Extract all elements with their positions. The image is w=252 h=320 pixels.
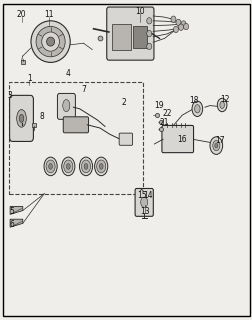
Text: 16: 16 xyxy=(177,135,186,144)
Text: 8: 8 xyxy=(39,112,44,121)
Ellipse shape xyxy=(66,164,70,169)
Ellipse shape xyxy=(214,143,217,148)
Text: 4: 4 xyxy=(66,69,71,78)
Bar xyxy=(9,82,142,194)
Text: 17: 17 xyxy=(214,136,224,145)
Text: 13: 13 xyxy=(140,207,150,216)
Text: 1: 1 xyxy=(27,74,31,83)
Ellipse shape xyxy=(64,160,73,173)
Ellipse shape xyxy=(216,98,226,112)
Ellipse shape xyxy=(191,101,202,116)
Circle shape xyxy=(183,23,188,30)
Ellipse shape xyxy=(61,157,75,176)
FancyBboxPatch shape xyxy=(106,7,153,60)
Bar xyxy=(111,24,130,50)
Ellipse shape xyxy=(46,160,55,173)
Text: 11: 11 xyxy=(44,10,54,19)
Ellipse shape xyxy=(209,137,222,155)
Text: 2: 2 xyxy=(121,98,126,107)
Text: 3: 3 xyxy=(8,92,13,100)
Text: 18: 18 xyxy=(188,96,198,105)
Text: 15: 15 xyxy=(136,191,146,200)
Ellipse shape xyxy=(46,37,54,46)
Ellipse shape xyxy=(48,164,52,169)
Ellipse shape xyxy=(194,105,199,113)
Text: 12: 12 xyxy=(219,95,229,104)
FancyBboxPatch shape xyxy=(161,125,193,153)
FancyBboxPatch shape xyxy=(135,188,153,216)
FancyBboxPatch shape xyxy=(57,93,75,119)
Bar xyxy=(132,26,146,48)
Circle shape xyxy=(146,43,151,50)
FancyBboxPatch shape xyxy=(10,95,33,141)
Ellipse shape xyxy=(140,197,147,207)
Ellipse shape xyxy=(99,164,103,169)
Ellipse shape xyxy=(219,101,224,108)
Ellipse shape xyxy=(79,157,92,176)
Ellipse shape xyxy=(42,32,59,51)
Circle shape xyxy=(146,30,151,37)
Ellipse shape xyxy=(17,109,26,127)
Text: 10: 10 xyxy=(135,7,145,16)
Text: 22: 22 xyxy=(162,109,171,118)
Text: 5: 5 xyxy=(10,207,15,216)
Text: 7: 7 xyxy=(81,85,86,94)
Ellipse shape xyxy=(19,114,24,122)
Text: 20: 20 xyxy=(17,10,26,19)
Polygon shape xyxy=(10,206,23,214)
Text: 19: 19 xyxy=(154,101,164,110)
Circle shape xyxy=(178,24,183,30)
Circle shape xyxy=(173,26,178,33)
Text: 21: 21 xyxy=(159,118,169,127)
Ellipse shape xyxy=(212,140,219,151)
Ellipse shape xyxy=(62,100,70,112)
Polygon shape xyxy=(10,219,23,227)
Circle shape xyxy=(180,21,185,27)
FancyBboxPatch shape xyxy=(63,117,88,133)
Circle shape xyxy=(170,16,175,22)
Ellipse shape xyxy=(44,157,57,176)
Text: 6: 6 xyxy=(10,220,15,229)
Circle shape xyxy=(146,18,151,24)
Ellipse shape xyxy=(31,21,70,62)
Ellipse shape xyxy=(84,164,88,169)
Ellipse shape xyxy=(94,157,107,176)
Ellipse shape xyxy=(36,27,65,57)
Text: 14: 14 xyxy=(143,191,152,200)
Ellipse shape xyxy=(96,160,105,173)
Ellipse shape xyxy=(81,160,90,173)
Circle shape xyxy=(175,19,180,26)
FancyBboxPatch shape xyxy=(119,133,132,145)
